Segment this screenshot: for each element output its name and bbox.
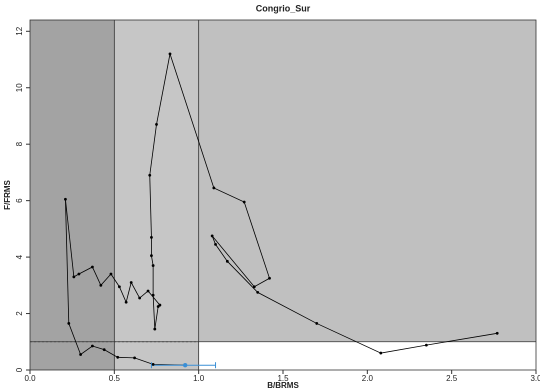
x-tick-label: 2.5 [446,374,458,383]
y-tick-label: 4 [15,254,24,259]
y-tick-label: 8 [15,141,24,146]
point [146,289,150,293]
point [79,353,82,356]
point [256,290,260,294]
point [182,363,188,368]
point [150,254,153,258]
point [151,293,155,297]
x-axis-label: B/BRMS [267,381,299,390]
point [424,343,428,347]
point [124,300,128,304]
point [148,173,152,177]
y-tick-label: 6 [15,198,24,203]
point [133,356,136,360]
point [99,283,103,287]
x-tick-label: 1.0 [193,374,205,383]
y-tick-label: 2 [15,311,24,316]
point [155,123,158,126]
region-high [198,20,536,342]
y-tick-label: 0 [15,367,24,372]
point [129,281,133,284]
point [214,242,217,246]
point [72,275,76,279]
point [77,272,81,276]
x-tick-label: 1.5 [277,374,289,383]
point [116,355,120,359]
point [153,327,157,331]
point [117,285,121,289]
x-tick-label: 3.0 [530,374,540,383]
point [91,265,94,269]
point [210,234,214,238]
point [138,296,142,300]
point [91,344,94,348]
point [212,186,216,190]
point [151,264,155,267]
point [242,200,246,204]
point [158,303,162,307]
point [109,272,113,276]
region-mid [114,20,199,370]
y-tick-label: 10 [15,83,24,92]
y-axis-label: F/FRMS [3,179,12,209]
point [64,197,67,201]
y-tick-label: 12 [15,26,24,35]
point [168,52,172,56]
x-tick-label: 0.5 [109,374,121,383]
point [315,322,319,325]
point [268,276,271,280]
point [495,331,499,335]
point [150,235,153,239]
region-low [30,20,115,370]
point [225,259,229,263]
point [67,322,71,325]
point [102,348,106,352]
point [379,351,383,355]
chart-title: Congrio_Sur [256,3,311,13]
x-tick-label: 2.0 [362,374,374,383]
point [252,285,256,289]
x-tick-label: 0.0 [24,374,36,383]
point [151,362,155,366]
